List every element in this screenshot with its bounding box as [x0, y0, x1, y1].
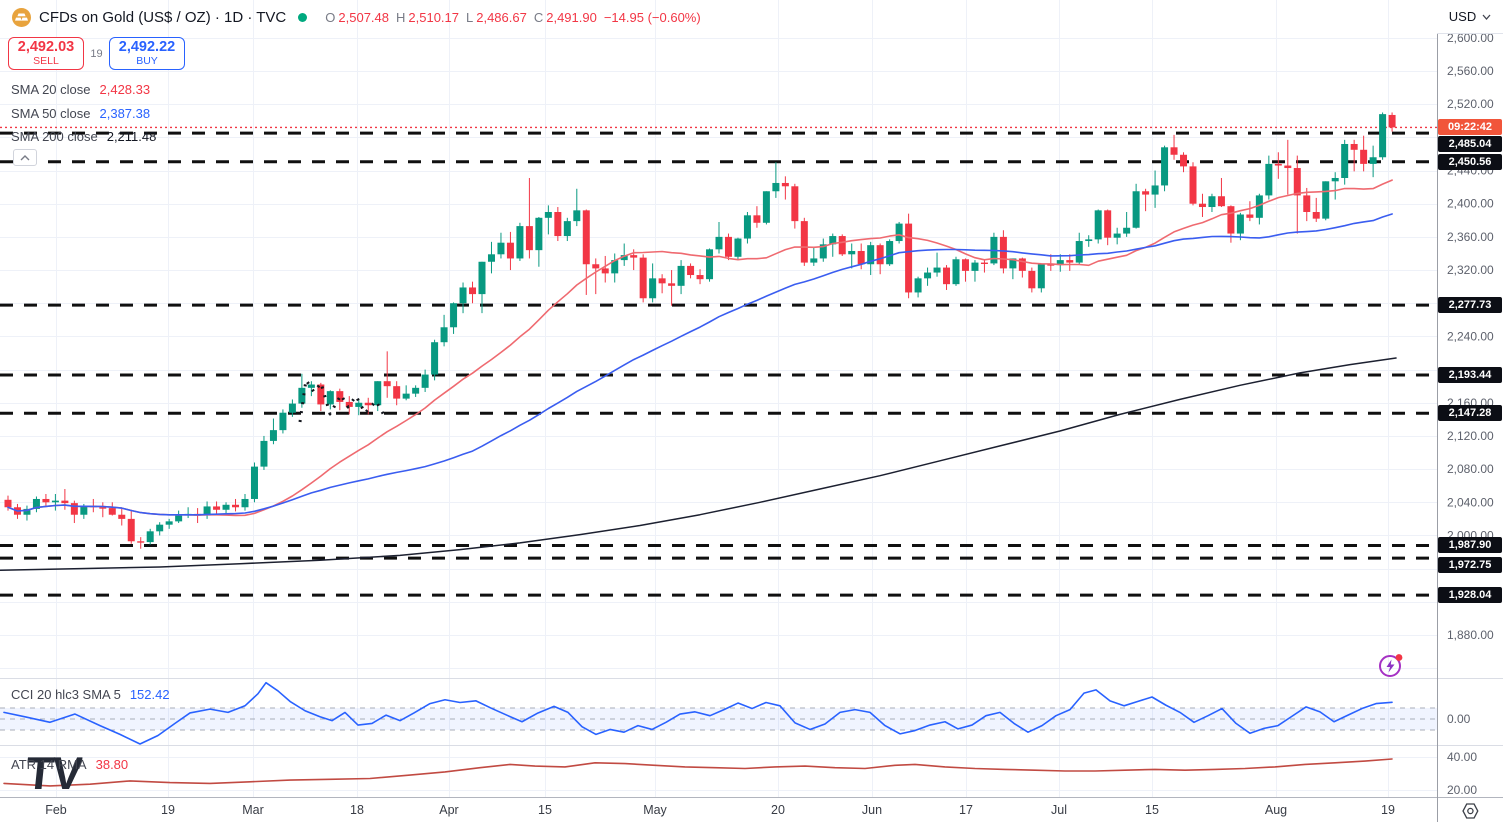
trade-panel: 2,492.03 SELL 19 2,492.22 BUY — [8, 37, 185, 70]
open-label: O — [325, 10, 336, 25]
price-level-label: 1,987.90 — [1438, 537, 1502, 553]
cci-pane-legend[interactable]: CCI 20 hlc3 SMA 5 152.42 — [11, 687, 170, 702]
buy-price: 2,492.22 — [118, 39, 176, 56]
legend-row-sma200[interactable]: SMA 200 close 2,211.48 — [11, 125, 156, 149]
legend-row-sma50[interactable]: SMA 50 close 2,387.38 — [11, 102, 156, 126]
svg-text:May: May — [643, 803, 667, 817]
bar-countdown-label: 09:22:42 — [1438, 119, 1502, 135]
currency-selector[interactable]: USD — [1437, 0, 1503, 34]
svg-text:2,240.00: 2,240.00 — [1447, 329, 1494, 343]
promo-lightning-icon[interactable] — [1376, 650, 1406, 680]
svg-text:20: 20 — [771, 803, 785, 817]
price-level-label: 1,928.04 — [1438, 587, 1502, 603]
atr-pane-legend[interactable]: ATR 14 RMA 38.80 — [11, 757, 128, 772]
svg-text:17: 17 — [959, 803, 973, 817]
svg-text:19: 19 — [1381, 803, 1395, 817]
cci-title: CCI 20 hlc3 SMA 5 — [11, 687, 121, 702]
legend-row-sma20[interactable]: SMA 20 close 2,428.33 — [11, 78, 156, 102]
chevron-down-icon — [1482, 14, 1491, 20]
price-level-label: 2,193.44 — [1438, 367, 1502, 383]
svg-text:Aug: Aug — [1265, 803, 1287, 817]
svg-text:20.00: 20.00 — [1447, 783, 1477, 797]
buy-button[interactable]: 2,492.22 BUY — [109, 37, 185, 70]
cci-value: 152.42 — [129, 687, 170, 702]
buy-label: BUY — [136, 54, 158, 67]
spread-value: 19 — [90, 47, 103, 60]
svg-text:Jun: Jun — [862, 803, 882, 817]
sma50-line — [7, 213, 1393, 516]
high-value: 2,510.17 — [408, 10, 459, 25]
svg-text:Feb: Feb — [45, 803, 67, 817]
ohlc-readout: O 2,507.48 H 2,510.17 L 2,486.67 C 2,491.90 … — [325, 10, 700, 25]
atr-title: ATR 14 RMA — [11, 757, 87, 772]
low-label: L — [466, 10, 474, 25]
close-label: C — [533, 10, 544, 25]
candles — [4, 112, 1396, 549]
close-value: 2,491.90 — [546, 10, 597, 25]
svg-text:2,400.00: 2,400.00 — [1447, 197, 1494, 211]
cci-line — [3, 681, 1393, 745]
price-level-label: 1,972.75 — [1438, 557, 1502, 573]
indicator-legend: SMA 20 close 2,428.33 SMA 50 close 2,387… — [11, 78, 156, 149]
svg-text:2,080.00: 2,080.00 — [1447, 462, 1494, 476]
sma200-value: 2,211.48 — [106, 129, 157, 145]
price-level-label: 2,277.73 — [1438, 297, 1502, 313]
svg-text:2,360.00: 2,360.00 — [1447, 230, 1494, 244]
svg-text:40.00: 40.00 — [1447, 750, 1477, 764]
symbol-title[interactable]: CFDs on Gold (US$ / OZ) · 1D · TVC — [39, 9, 287, 26]
price-level-label: 2,450.56 — [1438, 154, 1502, 170]
svg-text:19: 19 — [161, 803, 175, 817]
currency-label: USD — [1448, 9, 1477, 24]
svg-text:2,560.00: 2,560.00 — [1447, 64, 1494, 78]
pane-collapse-button[interactable] — [13, 149, 37, 166]
sma20-label: SMA 20 close — [11, 82, 91, 98]
svg-text:2,040.00: 2,040.00 — [1447, 495, 1494, 509]
svg-text:Mar: Mar — [242, 803, 264, 817]
svg-text:Apr: Apr — [439, 803, 458, 817]
svg-text:15: 15 — [538, 803, 552, 817]
sma200-line — [0, 357, 1397, 572]
market-status-icon — [298, 13, 308, 22]
grid — [0, 0, 1437, 797]
change-value: −14.95 (−0.60%) — [603, 10, 701, 25]
svg-text:18: 18 — [350, 803, 364, 817]
svg-text:1,880.00: 1,880.00 — [1447, 628, 1494, 642]
chevron-up-icon — [20, 154, 30, 160]
svg-text:Jul: Jul — [1051, 803, 1067, 817]
svg-text:2,600.00: 2,600.00 — [1447, 31, 1494, 45]
sell-label: SELL — [33, 54, 59, 67]
time-axis[interactable]: Feb 19 Mar 18 Apr 15 May 20 Jun 17 Jul 15 Aug 19 — [45, 803, 1395, 817]
svg-text:2,120.00: 2,120.00 — [1447, 429, 1494, 443]
price-level-label: 2,485.04 — [1438, 136, 1502, 152]
sell-price: 2,492.03 — [17, 39, 75, 56]
sma20-line — [7, 179, 1393, 517]
price-level-label: 2,147.28 — [1438, 405, 1502, 421]
time-settings-icon[interactable] — [1462, 803, 1479, 819]
low-value: 2,486.67 — [476, 10, 527, 25]
svg-text:15: 15 — [1145, 803, 1159, 817]
svg-text:0.00: 0.00 — [1447, 712, 1471, 726]
open-value: 2,507.48 — [338, 10, 389, 25]
sma50-value: 2,387.38 — [99, 105, 151, 121]
high-label: H — [396, 10, 406, 25]
atr-value: 38.80 — [95, 757, 129, 772]
svg-text:2,320.00: 2,320.00 — [1447, 263, 1494, 277]
sell-button[interactable]: 2,492.03 SELL — [8, 37, 84, 70]
chart-header: CFDs on Gold (US$ / OZ) · 1D · TVC O 2,50… — [12, 8, 701, 27]
gold-coin-icon — [12, 8, 31, 27]
sma200-label: SMA 200 close — [11, 129, 98, 145]
sma20-value: 2,428.33 — [99, 82, 151, 98]
svg-text:2,520.00: 2,520.00 — [1447, 97, 1494, 111]
atr-line — [3, 758, 1393, 787]
sma50-label: SMA 50 close — [11, 105, 91, 121]
